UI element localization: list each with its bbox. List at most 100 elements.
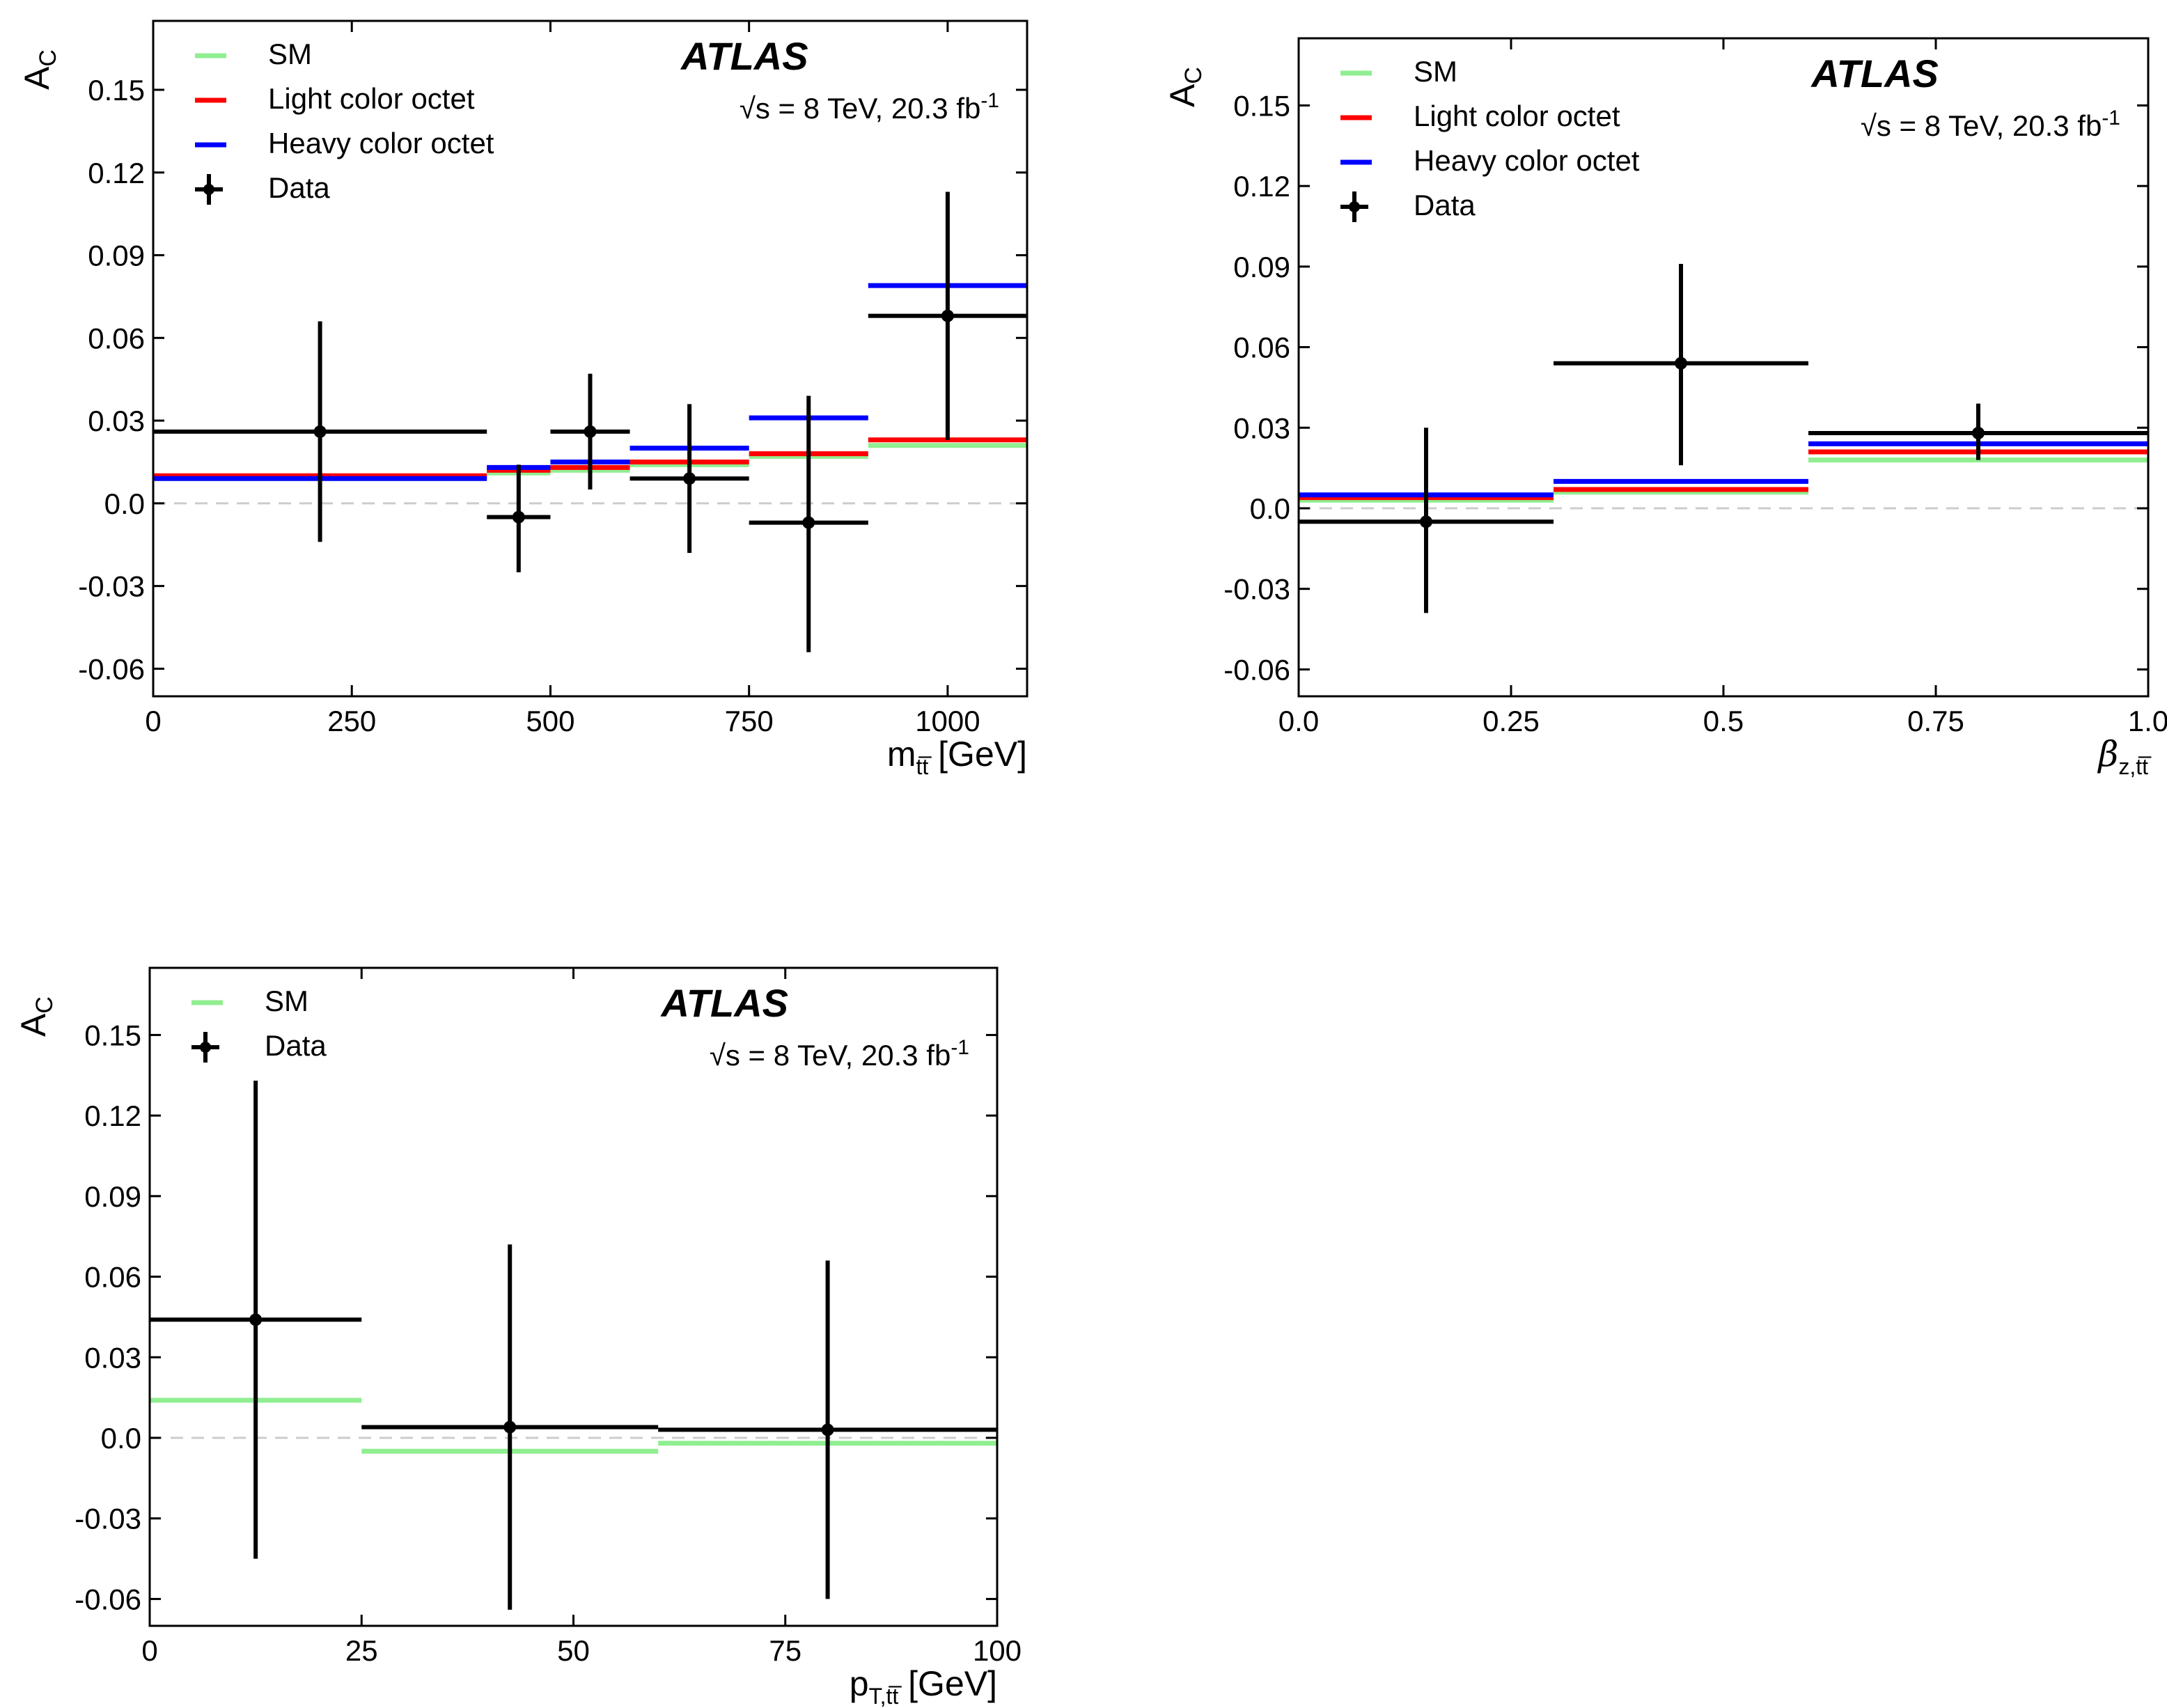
x-tick-label: 1.0: [2128, 705, 2167, 737]
legend-item: SM: [1340, 55, 1457, 88]
y-tick-label: 0.06: [1233, 331, 1290, 364]
x-tick-label: 0: [141, 1634, 157, 1667]
y-tick-label: 0.12: [1233, 170, 1290, 203]
y-tick-label: 0.15: [88, 74, 145, 107]
data-point-marker: [941, 309, 954, 322]
y-tick-label: 0.12: [88, 157, 145, 189]
experiment-label: ATLAS: [680, 34, 808, 78]
data-point-marker: [1420, 515, 1432, 528]
x-tick-label: 1000: [915, 705, 980, 737]
y-tick-label: -0.03: [78, 570, 145, 603]
y-tick-label: -0.03: [1223, 573, 1290, 606]
y-tick-label: 0.0: [1250, 492, 1290, 525]
y-tick-label: 0.15: [1233, 89, 1290, 122]
y-axis-label: AC: [1163, 67, 1207, 107]
energy-label: √s = 8 TeV, 20.3 fb-1: [1861, 107, 2120, 142]
series-data: [150, 1081, 997, 1610]
chart-panel-3: -0.06 -0.03 0.0 0.03 0.06 0.09 0.12 0.15 0 25 50 75…: [14, 966, 1022, 1708]
y-tick-label: 0.12: [84, 1099, 141, 1132]
x-tick-label: 100: [973, 1634, 1022, 1667]
x-tick-label: 50: [557, 1634, 590, 1667]
y-tick-label: -0.06: [1223, 653, 1290, 686]
plot-area: [1299, 264, 2148, 613]
x-axis-label: mtt̅ [GeV]: [887, 735, 1027, 779]
legend-item: Data: [191, 1029, 327, 1063]
x-tick-label: 750: [725, 705, 774, 737]
y-tick-label: 0.15: [84, 1019, 141, 1051]
experiment-label: ATLAS: [660, 981, 789, 1025]
legend-label: SM: [1414, 55, 1457, 88]
y-tick-label: 0.06: [88, 322, 145, 354]
data-point-marker: [313, 425, 327, 438]
x-tick-label: 25: [345, 1634, 378, 1667]
legend-item: Data: [1340, 189, 1476, 222]
data-point-marker: [683, 472, 696, 485]
y-tick-label: 0.03: [1233, 412, 1290, 444]
x-tick-label: 0.0: [1278, 705, 1319, 737]
y-tick-label: 0.0: [101, 1422, 141, 1455]
legend-item: SM: [191, 985, 308, 1017]
x-tick-label: 500: [526, 705, 574, 737]
series-data: [153, 191, 1027, 652]
y-tick-label: -0.06: [75, 1583, 141, 1615]
data-point-marker: [512, 510, 525, 524]
experiment-label: ATLAS: [1810, 52, 1939, 95]
legend-label: Data: [268, 171, 330, 204]
legend: SM Data: [191, 985, 327, 1063]
legend-item: Light color octet: [195, 82, 475, 115]
x-tick-label: 0.75: [1907, 705, 1964, 737]
legend-label: Light color octet: [268, 82, 475, 115]
y-tick-label: 0.09: [84, 1180, 141, 1213]
y-tick-label: -0.03: [75, 1503, 141, 1535]
legend-label: Data: [1414, 189, 1476, 221]
energy-label: √s = 8 TeV, 20.3 fb-1: [740, 89, 999, 125]
axes-frame: [152, 19, 1028, 698]
legend-item: Heavy color octet: [195, 127, 494, 159]
legend-label: Heavy color octet: [1414, 144, 1640, 177]
y-tick-label: 0.03: [88, 405, 145, 437]
plot-area: [153, 191, 1027, 652]
legend-label: Heavy color octet: [268, 127, 494, 159]
legend-item: SM: [195, 38, 312, 70]
x-tick-label: 250: [327, 705, 376, 737]
legend: SM Light color octet Heavy color octet Data: [1340, 55, 1640, 222]
x-tick-label: 0.5: [1703, 705, 1744, 737]
y-axis-label: AC: [14, 996, 58, 1037]
legend-marker-dot: [203, 184, 214, 195]
legend-label: Light color octet: [1414, 100, 1620, 132]
legend-marker-dot: [1349, 201, 1360, 212]
chart-panel-2: -0.06 -0.03 0.0 0.03 0.06 0.09 0.12 0.15 0.0 0.25…: [1163, 37, 2167, 779]
x-tick-label: 75: [769, 1634, 801, 1667]
legend-label: SM: [265, 985, 308, 1017]
data-point-marker: [249, 1313, 263, 1326]
y-axis-label: AC: [17, 49, 61, 90]
data-point-marker: [1972, 427, 1985, 439]
chart-panel-1: -0.06 -0.03 0.0 0.03 0.06 0.09 0.12 0.15 0 250 500…: [17, 19, 1028, 779]
legend-label: SM: [268, 38, 312, 70]
energy-label: √s = 8 TeV, 20.3 fb-1: [710, 1036, 969, 1072]
y-tick-label: 0.0: [104, 487, 145, 520]
x-axis-label: βz,tt̅: [2097, 734, 2152, 779]
legend-marker-dot: [200, 1042, 211, 1053]
data-point-marker: [1675, 357, 1687, 370]
x-axis-label: pT,tt̅ [GeV]: [850, 1664, 997, 1708]
y-tick-label: 0.09: [1233, 251, 1290, 283]
legend: SM Light color octet Heavy color octet Data: [195, 38, 494, 205]
x-tick-label: 0: [145, 705, 161, 737]
data-point-marker: [503, 1420, 517, 1434]
x-tick-label: 0.25: [1483, 705, 1540, 737]
plot-area: [150, 1081, 997, 1610]
legend-item: Heavy color octet: [1340, 144, 1640, 177]
data-point-marker: [821, 1423, 834, 1436]
data-point-marker: [584, 425, 597, 438]
data-point-marker: [802, 516, 815, 529]
y-tick-label: 0.06: [84, 1261, 141, 1294]
legend-item: Data: [195, 171, 330, 205]
legend-item: Light color octet: [1340, 100, 1620, 132]
y-tick-label: 0.09: [88, 240, 145, 272]
series-data: [1299, 264, 2148, 613]
legend-label: Data: [265, 1029, 327, 1062]
y-tick-label: 0.03: [84, 1341, 141, 1374]
y-tick-label: -0.06: [78, 652, 145, 685]
